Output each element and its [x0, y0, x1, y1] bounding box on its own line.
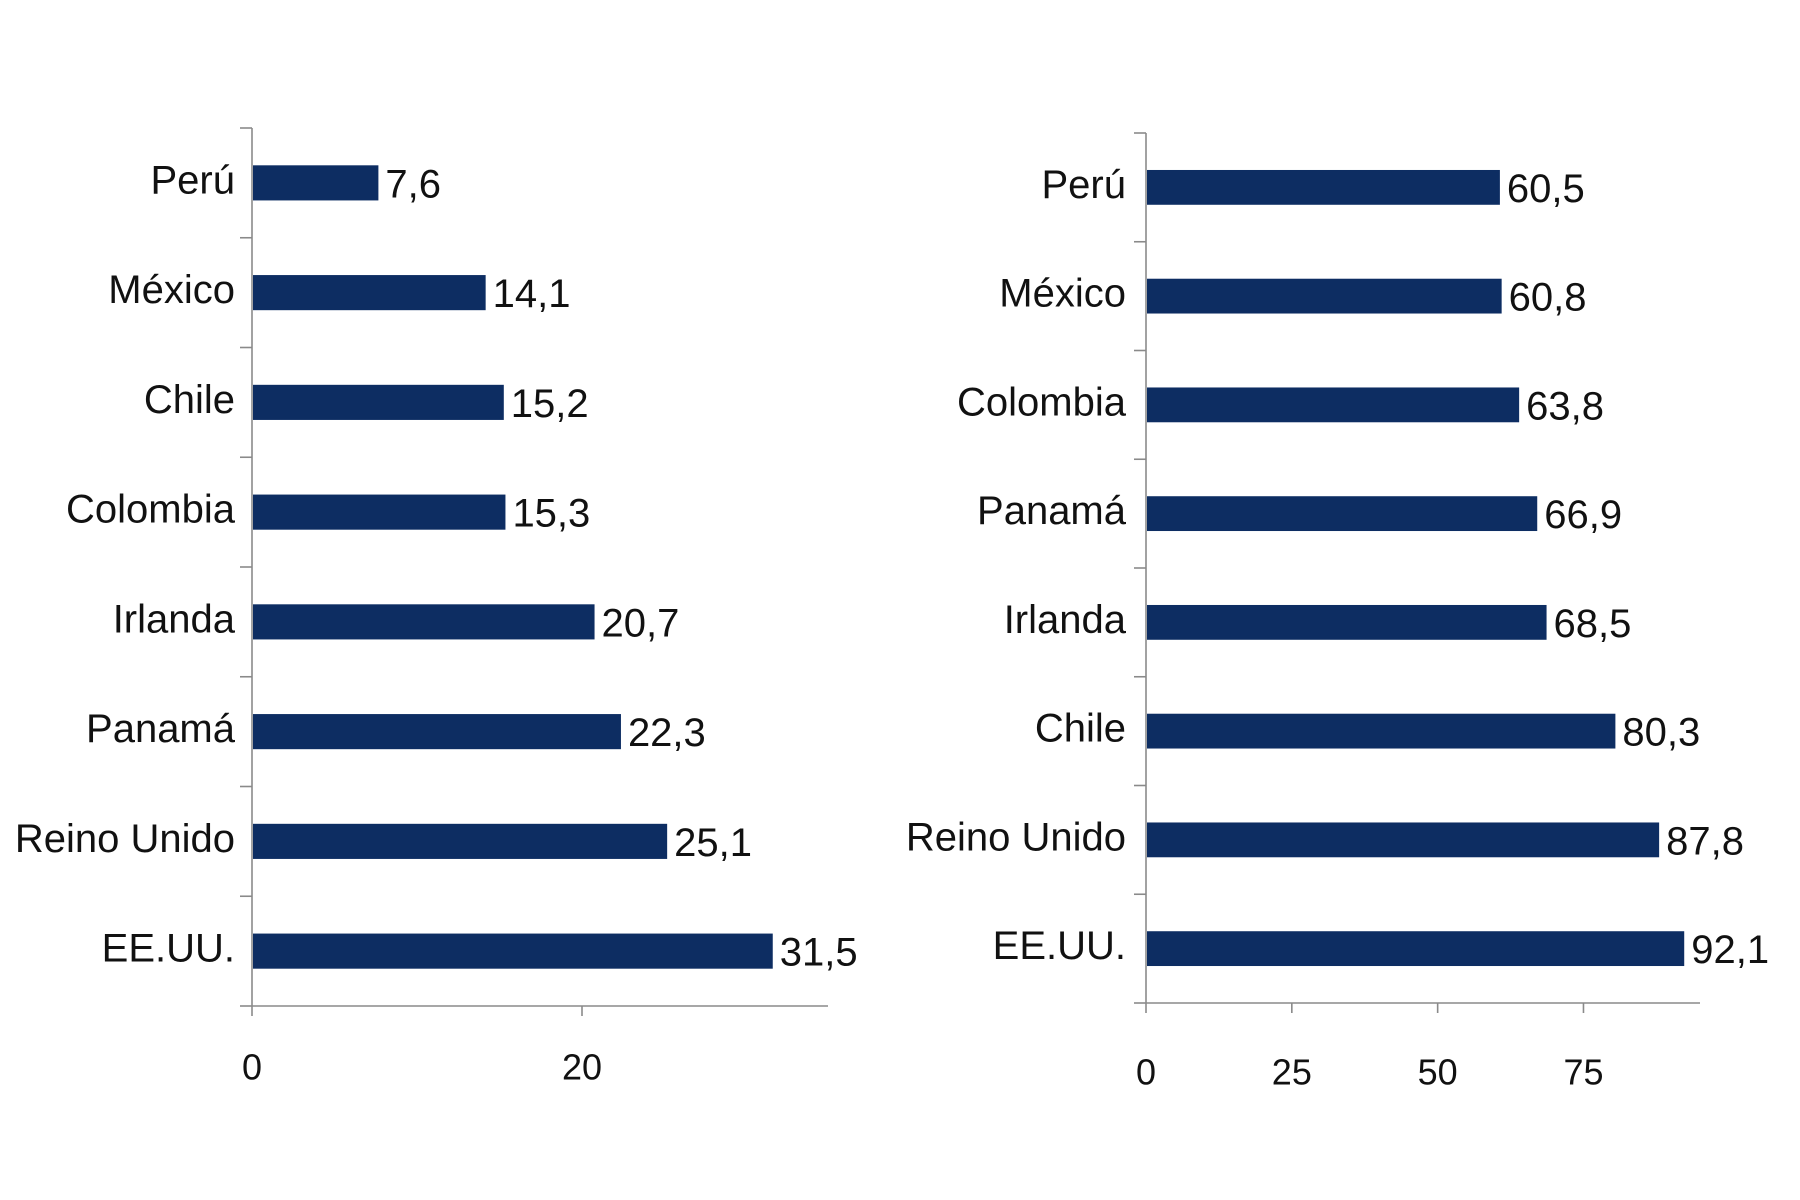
- category-label: Chile: [1035, 707, 1126, 751]
- x-tick-label: 20: [562, 1047, 602, 1088]
- category-label: Colombia: [66, 488, 236, 532]
- category-label: Reino Unido: [15, 817, 235, 861]
- value-label: 60,8: [1509, 276, 1587, 320]
- category-label: Panamá: [977, 489, 1127, 533]
- bar: [253, 714, 621, 750]
- bar: [1147, 169, 1500, 205]
- category-label: Irlanda: [1004, 598, 1127, 642]
- category-label: Perú: [1042, 163, 1127, 207]
- x-tick-label: 0: [1136, 1052, 1156, 1093]
- bar: [1147, 822, 1660, 858]
- value-label: 15,3: [512, 492, 590, 536]
- bar: [1147, 278, 1502, 314]
- x-tick-label: 75: [1563, 1052, 1603, 1093]
- right-bar-chart: Perú 60,5 México 60,8 Colombia 63,8 Panamá 66,9…: [906, 132, 1769, 1093]
- bar: [1147, 931, 1685, 967]
- category-label: Chile: [144, 378, 235, 422]
- value-label: 31,5: [780, 931, 858, 975]
- value-label: 22,3: [628, 711, 706, 755]
- value-label: 60,5: [1507, 167, 1585, 211]
- value-label: 80,3: [1622, 711, 1700, 755]
- value-label: 92,1: [1691, 928, 1769, 972]
- bar: [253, 384, 504, 420]
- category-label: Perú: [151, 158, 236, 202]
- bar: [253, 933, 773, 969]
- bar: [1147, 387, 1520, 423]
- category-label: Reino Unido: [906, 815, 1126, 859]
- bar: [253, 823, 668, 859]
- bar: [1147, 604, 1547, 640]
- value-label: 14,1: [493, 272, 571, 316]
- bar: [1147, 496, 1538, 532]
- bar: [253, 494, 506, 530]
- value-label: 20,7: [602, 601, 680, 645]
- bar: [1147, 713, 1616, 749]
- value-label: 25,1: [674, 821, 752, 865]
- value-label: 68,5: [1554, 602, 1632, 646]
- category-label: EE.UU.: [993, 924, 1126, 968]
- value-label: 66,9: [1544, 493, 1622, 537]
- bar: [253, 165, 379, 201]
- category-label: Panamá: [86, 707, 236, 751]
- x-tick-label: 50: [1418, 1052, 1458, 1093]
- category-label: México: [108, 268, 235, 312]
- value-label: 63,8: [1526, 384, 1604, 428]
- value-label: 7,6: [385, 162, 441, 206]
- category-label: México: [999, 272, 1126, 316]
- x-tick-label: 0: [242, 1047, 262, 1088]
- x-tick-label: 25: [1272, 1052, 1312, 1093]
- category-label: EE.UU.: [102, 927, 235, 971]
- value-label: 87,8: [1666, 819, 1744, 863]
- left-bar-chart: Perú 7,6 México 14,1 Chile 15,2 Colombia 15,3 Ir…: [15, 127, 858, 1088]
- bar: [253, 275, 486, 311]
- category-label: Colombia: [957, 380, 1127, 424]
- bar: [253, 604, 595, 640]
- category-label: Irlanda: [113, 597, 236, 641]
- value-label: 15,2: [511, 382, 589, 426]
